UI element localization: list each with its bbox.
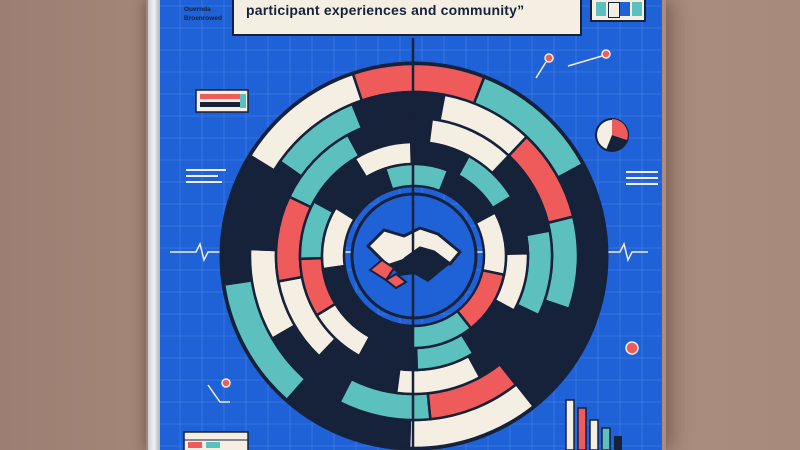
corner-label-1: Ouernda: [184, 6, 211, 13]
connector-pins: [207, 49, 639, 403]
corner-label-2: Broenrowed: [184, 15, 222, 22]
left-legend-bars: [186, 89, 249, 183]
infographic-poster: [148, 0, 662, 450]
poster-graphics: [148, 0, 662, 450]
right-list-lines: [626, 171, 658, 185]
pie-chart-icon: [595, 118, 629, 152]
title-banner: participant experiences and community”: [232, 0, 582, 36]
legend-blue-swatch: [620, 2, 630, 16]
bar-chart-icon: [565, 399, 622, 450]
legend-teal-swatch-2: [632, 2, 642, 16]
corner-legend-badge: [590, 0, 646, 22]
poster-spine: [148, 0, 160, 450]
bottom-left-table: [183, 431, 249, 450]
legend-teal-swatch: [596, 2, 606, 16]
poster-title: participant experiences and community”: [246, 2, 525, 18]
legend-cream-swatch: [608, 2, 620, 18]
concentric-rings: [219, 61, 609, 450]
ring-segment: [350, 306, 414, 350]
ring-segment: [383, 162, 450, 193]
